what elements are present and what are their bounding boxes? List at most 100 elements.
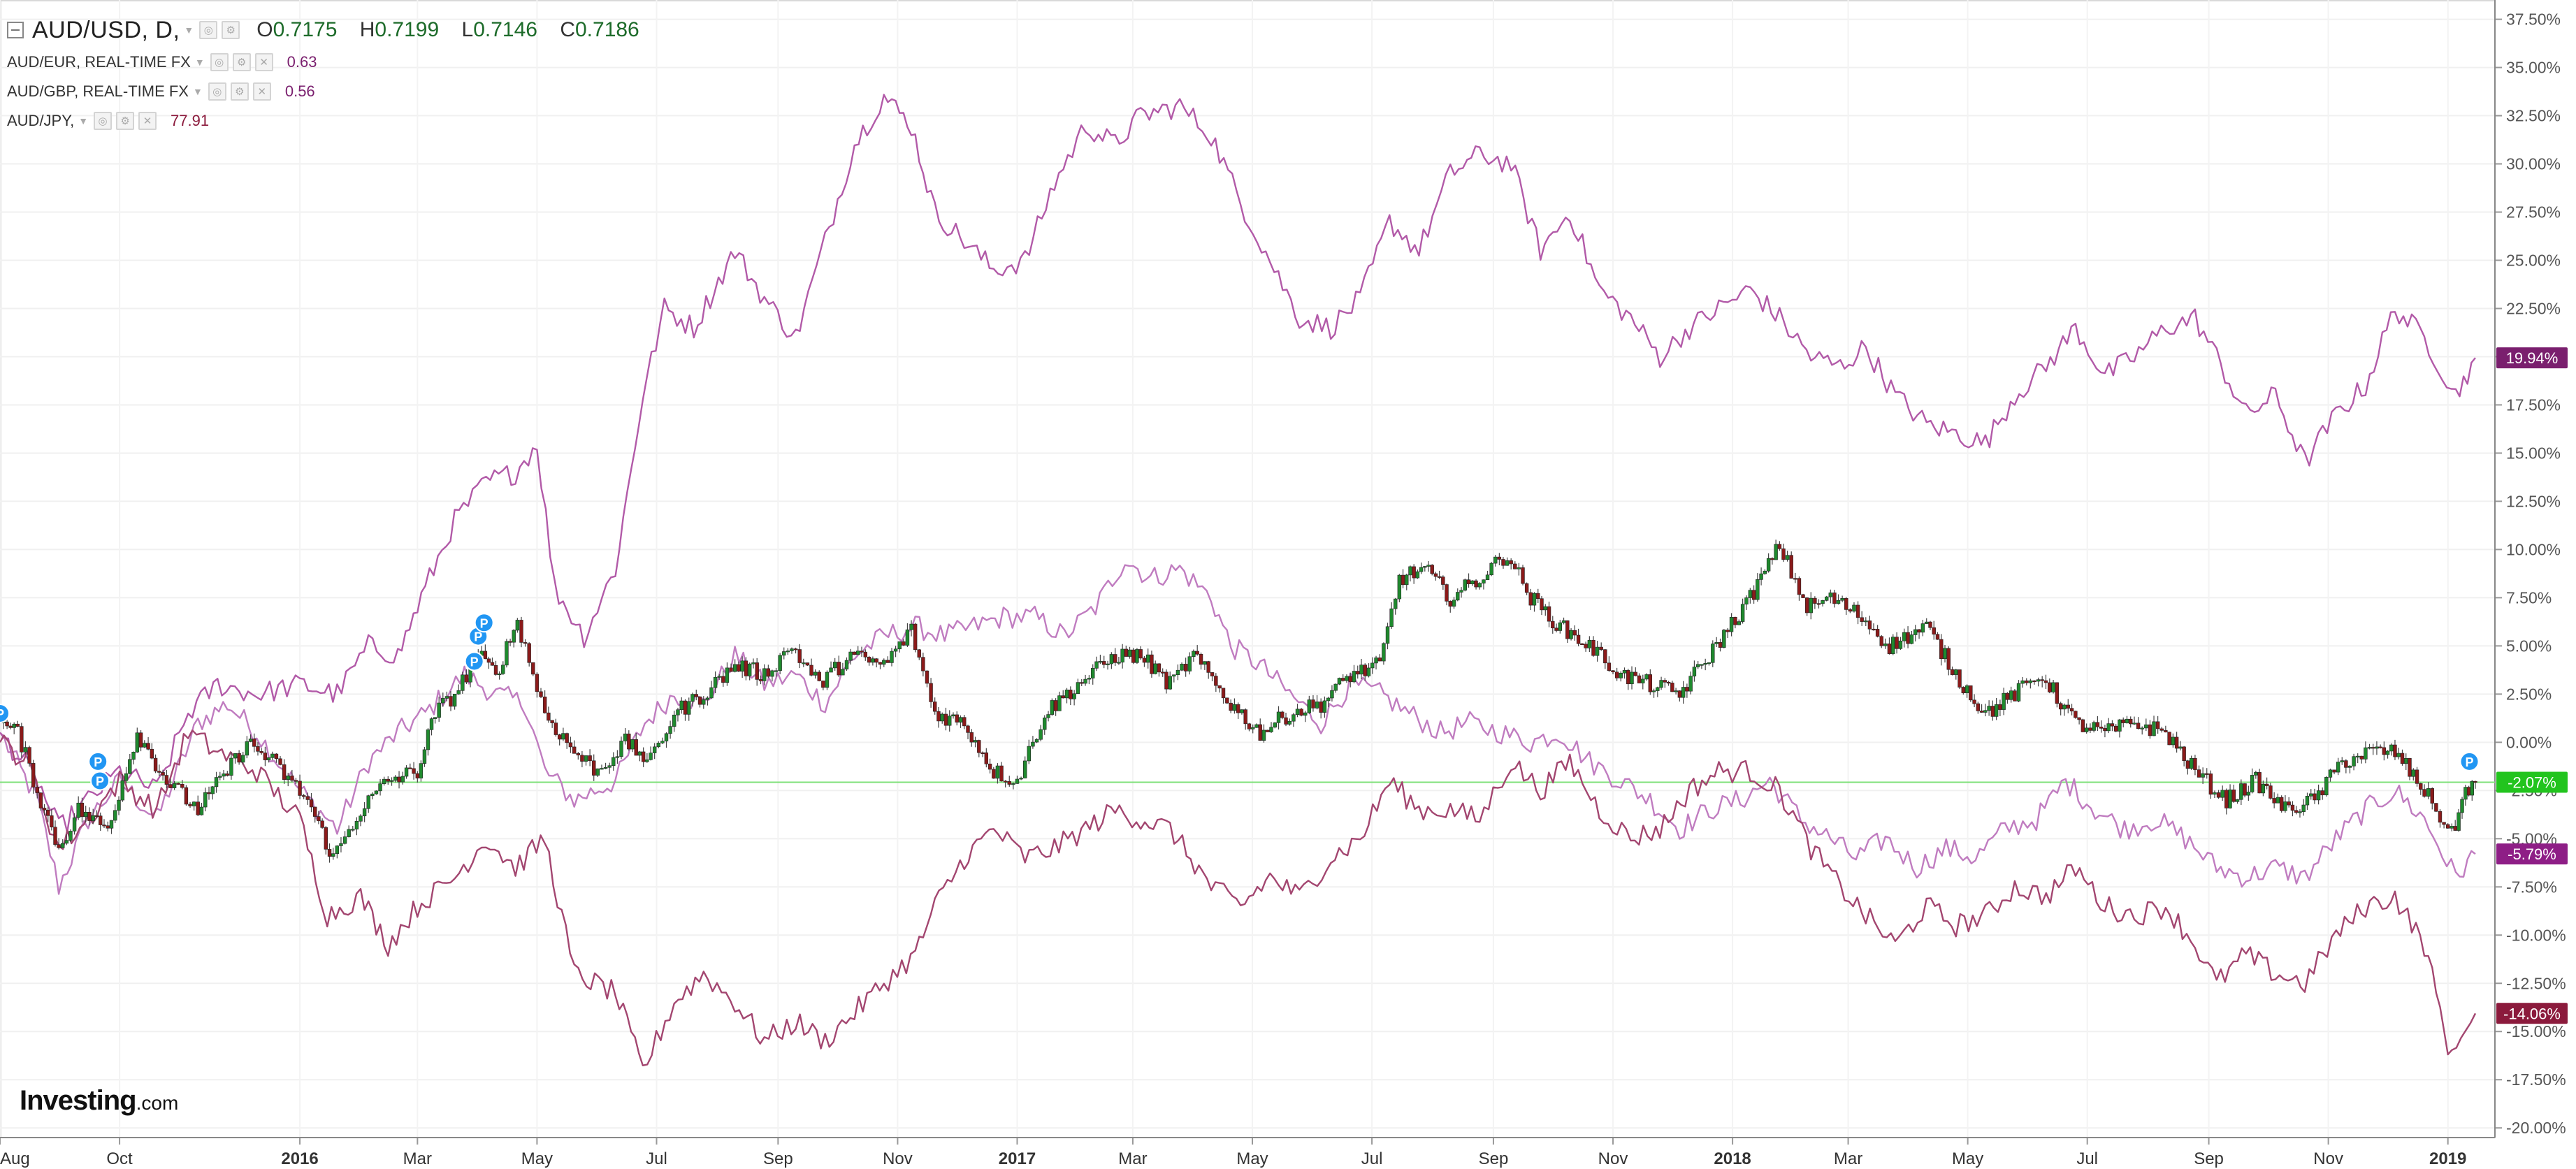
- candle-body: [1284, 717, 1288, 725]
- chevron-down-icon[interactable]: ▼: [192, 86, 203, 97]
- candle-body: [1532, 593, 1537, 606]
- candle-body: [1069, 690, 1073, 699]
- candle-body: [523, 642, 528, 644]
- eye-icon[interactable]: ◎: [94, 112, 113, 130]
- candle-body: [1493, 556, 1498, 564]
- candle-body: [2309, 793, 2313, 797]
- candle-body: [885, 660, 890, 663]
- eye-icon[interactable]: ◎: [210, 53, 229, 71]
- candle-body: [1394, 598, 1398, 609]
- settings-icon[interactable]: ⚙: [230, 82, 249, 101]
- candle-body: [1816, 603, 1821, 605]
- candle-body: [161, 772, 165, 776]
- candle-body: [1210, 672, 1215, 676]
- candle-body: [1591, 639, 1595, 656]
- candle-body: [660, 741, 665, 743]
- y-tick-label: 35.00%: [2506, 59, 2561, 77]
- settings-icon[interactable]: ⚙: [232, 53, 251, 71]
- candle-body: [1964, 685, 1969, 693]
- candle-body: [1587, 639, 1592, 648]
- candle-body: [1142, 658, 1147, 663]
- candle-body: [57, 844, 61, 848]
- candle-body: [565, 733, 569, 743]
- candle-body: [1855, 604, 1860, 618]
- candle-body: [1891, 637, 1895, 654]
- candle-body: [2313, 793, 2317, 801]
- candle-body: [2235, 799, 2240, 802]
- candle-body: [2344, 760, 2348, 768]
- candle-body: [2213, 792, 2217, 795]
- candle-body: [1180, 664, 1184, 671]
- close-icon[interactable]: ✕: [254, 53, 273, 71]
- eye-icon[interactable]: ◎: [199, 21, 218, 39]
- candle-body: [1561, 620, 1566, 623]
- candle-body: [2442, 822, 2446, 825]
- close-icon[interactable]: ✕: [138, 112, 157, 130]
- candle-body: [1127, 649, 1132, 657]
- candle-body: [832, 662, 837, 669]
- settings-icon[interactable]: ⚙: [222, 21, 240, 39]
- candle-body: [557, 734, 562, 740]
- candle-body: [539, 691, 543, 697]
- candle-body: [2328, 769, 2333, 778]
- eye-icon[interactable]: ◎: [208, 82, 226, 101]
- y-tick-label: 5.00%: [2506, 637, 2552, 655]
- candle-body: [2040, 679, 2044, 681]
- candle-body: [1946, 648, 1951, 670]
- candle-body: [1685, 687, 1689, 692]
- candle-body: [1554, 627, 1558, 631]
- series-symbol[interactable]: AUD/JPY,: [7, 112, 75, 129]
- candle-body: [1836, 600, 1841, 604]
- chevron-down-icon[interactable]: ▼: [194, 57, 205, 68]
- candle-body: [1920, 623, 1925, 633]
- candle-body: [433, 717, 437, 719]
- candle-body: [1528, 592, 1533, 606]
- candle-body: [1120, 648, 1124, 663]
- chevron-down-icon[interactable]: ▼: [184, 24, 194, 36]
- event-marker: [90, 771, 110, 791]
- candle-body: [241, 755, 245, 763]
- candle-body: [2434, 803, 2438, 812]
- candle-body: [1258, 724, 1262, 741]
- settings-icon[interactable]: ⚙: [116, 112, 135, 130]
- last-value-label: -5.79%: [2508, 845, 2556, 863]
- candle-body: [1785, 555, 1790, 560]
- candle-body: [1482, 579, 1486, 583]
- candle-body: [1240, 709, 1244, 713]
- candle-body: [389, 780, 394, 782]
- candle-body: [99, 815, 103, 825]
- close-icon[interactable]: ✕: [252, 82, 271, 101]
- candle-body: [441, 698, 445, 704]
- candle-body: [519, 620, 523, 643]
- close-value: 0.7186: [574, 18, 639, 41]
- candle-body: [1987, 706, 1991, 711]
- candle-body: [120, 780, 124, 801]
- main-symbol[interactable]: AUD/USD, D,: [32, 16, 180, 43]
- candle-body: [2473, 780, 2477, 783]
- chevron-down-icon[interactable]: ▼: [78, 115, 89, 126]
- candle-body: [1175, 669, 1180, 676]
- candle-body: [1072, 693, 1076, 699]
- candle-body: [1763, 570, 1767, 574]
- candle-body: [2132, 723, 2136, 725]
- candle-body: [852, 651, 857, 655]
- candle-body: [668, 726, 672, 734]
- series-line: [0, 564, 2476, 895]
- candle-body: [354, 820, 359, 829]
- candle-body: [1883, 644, 1888, 646]
- candle-body: [1887, 644, 1892, 654]
- candle-body: [1299, 709, 1303, 716]
- candle-body: [46, 809, 50, 816]
- candle-body: [1828, 593, 1833, 597]
- candle-body: [856, 651, 860, 655]
- series-symbol[interactable]: AUD/GBP, REAL-TIME FX: [7, 82, 189, 100]
- candle-body: [770, 670, 774, 677]
- series-symbol[interactable]: AUD/EUR, REAL-TIME FX: [7, 53, 191, 71]
- collapse-icon[interactable]: [7, 22, 24, 38]
- x-tick-label: Mar: [1118, 1149, 1147, 1168]
- candle-body: [630, 739, 635, 750]
- candle-body: [301, 795, 306, 797]
- candle-body: [1517, 567, 1521, 569]
- candle-body: [1524, 583, 1529, 593]
